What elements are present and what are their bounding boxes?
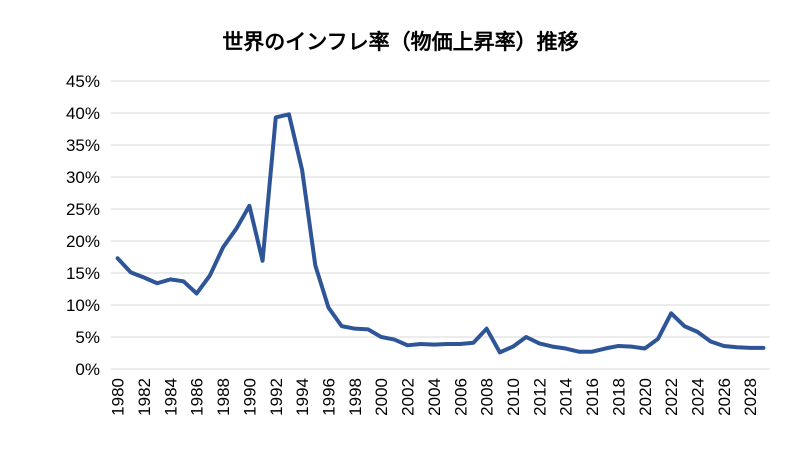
y-tick-label: 40% bbox=[66, 104, 100, 123]
y-tick-label: 30% bbox=[66, 168, 100, 187]
x-tick-label: 2018 bbox=[609, 378, 628, 416]
x-tick-label: 1980 bbox=[109, 378, 128, 416]
y-tick-label: 5% bbox=[75, 328, 100, 347]
x-tick-label: 2014 bbox=[557, 378, 576, 416]
y-tick-label: 20% bbox=[66, 232, 100, 251]
x-tick-label: 1994 bbox=[293, 378, 312, 416]
chart-title: 世界のインフレ率（物価上昇率）推移 bbox=[222, 30, 579, 54]
y-tick-label: 0% bbox=[75, 360, 100, 379]
x-tick-label: 1996 bbox=[319, 378, 338, 416]
x-tick-label: 1982 bbox=[135, 378, 154, 416]
x-tick-label: 2026 bbox=[715, 378, 734, 416]
x-tick-label: 2006 bbox=[451, 378, 470, 416]
x-tick-label: 2010 bbox=[504, 378, 523, 416]
x-tick-label: 2008 bbox=[478, 378, 497, 416]
x-tick-label: 2028 bbox=[741, 378, 760, 416]
x-tick-label: 2004 bbox=[425, 378, 444, 416]
x-tick-label: 1986 bbox=[188, 378, 207, 416]
y-tick-label: 45% bbox=[66, 72, 100, 91]
x-tick-label: 2022 bbox=[662, 378, 681, 416]
series-layer bbox=[115, 112, 766, 355]
x-tick-label: 1998 bbox=[346, 378, 365, 416]
x-axis-ticks: 1980 1982 1984 1986 1988 1990 1992 1994 1996 1998… bbox=[109, 378, 761, 416]
x-tick-label: 1992 bbox=[267, 378, 286, 416]
y-axis-ticks: 0% 5% 10% 15% 20% 25% 30% 35% 40% 45% bbox=[66, 72, 100, 379]
x-tick-label: 1988 bbox=[214, 378, 233, 416]
y-tick-label: 35% bbox=[66, 136, 100, 155]
gridlines bbox=[111, 80, 770, 370]
y-tick-label: 10% bbox=[66, 296, 100, 315]
y-tick-label: 15% bbox=[66, 264, 100, 283]
x-tick-label: 2002 bbox=[399, 378, 418, 416]
x-tick-label: 2000 bbox=[372, 378, 391, 416]
x-tick-label: 2012 bbox=[530, 378, 549, 416]
x-tick-label: 1984 bbox=[161, 378, 180, 416]
y-tick-label: 25% bbox=[66, 200, 100, 219]
series-line-inflation bbox=[115, 112, 766, 355]
x-tick-label: 2024 bbox=[689, 378, 708, 416]
x-tick-label: 2020 bbox=[636, 378, 655, 416]
x-tick-label: 1990 bbox=[240, 378, 259, 416]
x-tick-label: 2016 bbox=[583, 378, 602, 416]
